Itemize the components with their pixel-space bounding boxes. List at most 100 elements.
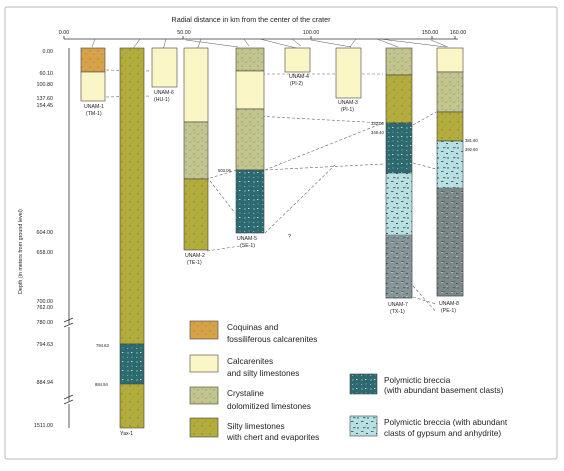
x-tick-label: 0.00: [59, 30, 70, 36]
well-position-leader-lines: [91, 38, 449, 51]
layer-breccia-basement: [385, 122, 413, 174]
inline-depth-label: 392.60: [465, 147, 478, 152]
inline-depth-label: 332.00: [371, 121, 384, 126]
legend-label-coquinas-1: Coquinas and: [227, 322, 279, 332]
legend-swatch-breccia-gypsum: [349, 415, 378, 437]
depth-tick-labels: 0.00 60.10 100.80 137.60 154.45 604.00 6…: [34, 49, 53, 429]
layer-crystalline: [235, 47, 265, 72]
layer-crystalline: [235, 108, 265, 171]
well-id: (PE-1): [441, 308, 456, 314]
legend-label-coquinas-2: fossiliferous calcarenites: [227, 334, 317, 344]
inline-depth-label: 381.60: [465, 138, 478, 143]
depth-tick-label: 100.80: [37, 82, 54, 88]
legend-label-crystalline-2: dolomitized limestones: [227, 401, 311, 411]
layer-breccia-basement: [235, 169, 265, 234]
well-hu1: UNAM-6 (HU-1): [151, 47, 178, 103]
layer-crystalline: [436, 71, 464, 113]
depth-tick-label: 1511.00: [34, 423, 53, 429]
layer-breccia-gypsum-dense: [436, 187, 464, 297]
well-yax1: 794.63 884.94 Yax-1: [95, 47, 145, 437]
layer-breccia-basement: [119, 343, 145, 385]
layer-crystalline: [183, 121, 209, 180]
depth-axis-break: [63, 394, 74, 405]
legend-label-breccia-gypsum-1: Polymictic breccia (with abundant: [384, 417, 508, 427]
well-name: UNAM-6: [154, 90, 174, 96]
layer-crystalline: [385, 47, 413, 76]
depth-tick-label: 780.00: [37, 320, 54, 326]
legend-swatch-breccia-basement: [349, 373, 378, 395]
well-name: UNAM-7: [388, 302, 408, 308]
well-se1: 503.06 UNAM-5 (SE-1): [218, 47, 265, 249]
legend-label-silty-1: Silty limestones: [227, 421, 285, 431]
layer-calcarenites: [436, 47, 464, 73]
well-id: (TX-1): [390, 309, 405, 315]
depth-tick-label: 0.00: [43, 49, 54, 55]
depth-tick-label: 762.00: [37, 305, 54, 311]
depth-tick-label: 700.00: [37, 299, 54, 305]
layer-calcarenites: [151, 47, 178, 88]
well-id: (PI-2): [290, 81, 303, 87]
layer-calcarenites: [335, 47, 362, 99]
uncertainty-mark: ?: [288, 234, 291, 240]
layer-calcarenites: [80, 71, 106, 102]
depth-tick-label: 884.94: [37, 380, 54, 386]
y-axis-title: Depth (in meters from ground level): [18, 209, 24, 294]
legend-swatch-calcarenites: [189, 354, 219, 373]
well-pi1: UNAM-3 (PI-1): [335, 47, 362, 113]
well-name: UNAM-8: [439, 301, 459, 307]
well-te1: UNAM-2 (TE-1): [183, 47, 209, 266]
well-name: UNAM-5: [237, 236, 257, 242]
legend-label-breccia-gypsum-2: clasts of gypsum and anhydrite): [384, 428, 501, 438]
layer-silty-limestones: [119, 383, 145, 429]
legend: Coquinas and fossiliferous calcarenites …: [189, 320, 508, 442]
layer-coquinas: [80, 47, 106, 73]
legend-swatch-coquinas: [189, 320, 219, 340]
well-id: (HU-1): [154, 97, 170, 103]
well-name: Yax-1: [120, 431, 133, 437]
depth-axis-break: [63, 317, 74, 328]
well-name: UNAM-3: [338, 100, 358, 106]
legend-swatch-crystalline: [189, 386, 219, 405]
depth-tick-label: 604.00: [37, 230, 54, 236]
legend-label-crystalline-1: Crystaline: [227, 388, 264, 398]
inline-depth-label: 503.06: [218, 168, 231, 173]
inline-depth-label: 794.63: [96, 343, 109, 348]
figure-title: Radial distance in km from the center of…: [172, 15, 332, 24]
depth-tick-label: 137.60: [37, 96, 54, 102]
well-tm1: UNAM-1 (TM-1): [80, 47, 106, 117]
well-id: (PI-1): [341, 107, 354, 113]
well-pi2: UNAM-4 (PI-2): [284, 47, 311, 87]
layer-calcarenites: [235, 70, 265, 110]
depth-tick-label: 154.45: [37, 103, 54, 109]
legend-label-breccia-basement-1: Polymictic breccia: [384, 375, 451, 385]
layer-silty-limestones: [119, 47, 145, 345]
layer-silty-limestones: [385, 74, 413, 124]
well-tx1: 332.00 348.40 UNAM-7 (TX-1): [371, 47, 413, 315]
well-name: UNAM-2: [185, 253, 205, 259]
well-name: UNAM-4: [289, 74, 309, 80]
legend-label-calcarenites-1: Calcarenites: [227, 356, 273, 366]
inline-depth-label: 884.94: [95, 382, 108, 387]
layer-calcarenites: [284, 47, 311, 73]
well-id: (SE-1): [240, 243, 255, 249]
well-id: (TE-1): [187, 260, 202, 266]
legend-label-silty-2: with chert and evaporites: [226, 432, 319, 442]
well-pe1: 381.60 392.60 UNAM-8 (PE-1): [436, 47, 478, 314]
depth-tick-label: 658.00: [37, 250, 54, 256]
well-name: UNAM-1: [84, 104, 104, 110]
layer-calcarenites: [183, 47, 209, 123]
layer-breccia-gypsum-dense: [385, 234, 413, 299]
inline-depth-label: 348.40: [371, 130, 384, 135]
layer-silty-limestones: [183, 178, 209, 251]
legend-swatch-silty: [189, 417, 219, 438]
legend-label-breccia-basement-2: (with abundant basement clasts): [384, 385, 504, 395]
x-tick-label: 150.00: [422, 30, 439, 36]
depth-tick-label: 60.10: [40, 71, 54, 77]
layer-silty-limestones: [436, 111, 464, 142]
well-id: (TM-1): [86, 111, 102, 117]
x-tick-label: 100.00: [303, 30, 320, 36]
x-tick-label: 160.00: [450, 30, 467, 36]
depth-tick-label: 794.63: [37, 342, 54, 348]
